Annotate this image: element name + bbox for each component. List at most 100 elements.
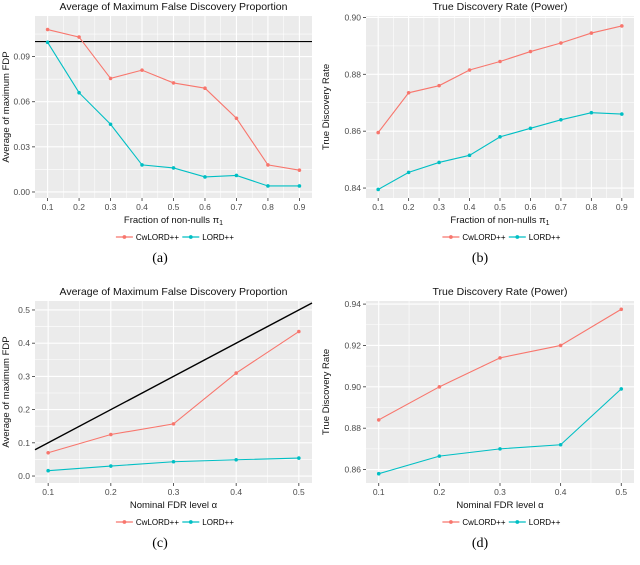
- data-point: [77, 35, 81, 39]
- y-tick-label: 0.90: [344, 382, 361, 392]
- data-point: [376, 418, 381, 422]
- x-tick-label: 0.3: [494, 487, 506, 497]
- legend-label: LORD++: [529, 233, 561, 242]
- data-point: [297, 456, 301, 460]
- chart-b-caption: (b): [471, 251, 489, 266]
- x-tick-label: 0.1: [372, 202, 384, 212]
- x-tick-label: 0.5: [293, 487, 305, 497]
- data-point: [234, 457, 238, 462]
- data-point: [406, 170, 411, 175]
- y-axis-title: Average of maximum FDP: [1, 51, 12, 162]
- y-tick-label: 0.06: [13, 97, 30, 107]
- data-point: [266, 163, 270, 167]
- x-tick-label: 0.4: [464, 202, 476, 212]
- reference-abline: [34, 302, 313, 451]
- y-axis-title: Average of maximum FDP: [1, 336, 12, 447]
- legend-label: CwLORD++: [462, 233, 505, 242]
- data-point: [297, 168, 302, 172]
- figure-panel-a: 0.1 0.2 0.3 0.4 0.5 0.6 0.7 0.8 0.9 0.00 0.03 0.06 0…: [0, 0, 320, 285]
- data-point: [234, 116, 239, 121]
- data-point: [234, 173, 239, 178]
- x-tick-label: 0.2: [403, 202, 415, 212]
- x-tick-label: 0.4: [230, 487, 242, 497]
- x-tick-label: 0.1: [42, 487, 54, 497]
- data-point: [498, 356, 502, 360]
- data-point: [171, 81, 176, 85]
- data-point: [203, 175, 207, 179]
- data-point: [297, 329, 301, 334]
- data-point: [467, 68, 472, 72]
- legend-key-CwLORD++: [449, 520, 453, 524]
- x-tick-label: 0.2: [105, 487, 117, 497]
- chart-b-plot: 0.1 0.2 0.3 0.4 0.5 0.6 0.7 0.8 0.9 0.84 0.86 0.88 0…: [320, 0, 640, 245]
- figure-panel-c: 0.1 0.2 0.3 0.4 0.5 0.0 0.1 0.2 0.3 0.4 0.5 Average…: [0, 285, 320, 565]
- data-point: [376, 130, 380, 135]
- chart-c-caption: (c): [152, 536, 168, 551]
- x-tick-label: 0.3: [433, 202, 445, 212]
- data-point: [46, 450, 50, 455]
- legend-label: LORD++: [529, 518, 561, 527]
- data-point: [558, 442, 563, 447]
- data-point: [559, 41, 563, 45]
- x-tick-label: 0.6: [199, 202, 211, 212]
- x-axis-title: Nominal FDR level α: [456, 500, 544, 511]
- y-tick-label: 0.09: [13, 52, 30, 62]
- data-point: [376, 471, 381, 476]
- data-point: [437, 160, 441, 165]
- chart-c-plot: 0.1 0.2 0.3 0.4 0.5 0.0 0.1 0.2 0.3 0.4 0.5 Average…: [0, 285, 320, 530]
- x-tick-label: 0.7: [231, 202, 243, 212]
- y-axis-title: True Discovery Rate: [321, 349, 332, 435]
- x-tick-label: 0.5: [494, 202, 506, 212]
- legend-key-CwLORD++: [449, 235, 453, 239]
- data-point: [620, 24, 624, 28]
- data-point: [108, 76, 113, 81]
- y-tick-label: 0.0: [18, 471, 30, 481]
- legend: CwLORD++ LORD++: [442, 518, 561, 527]
- y-tick-label: 0.86: [344, 465, 361, 475]
- data-point: [108, 122, 113, 127]
- data-point: [109, 464, 113, 468]
- legend-key-LORD++: [515, 235, 520, 239]
- data-point: [45, 27, 50, 32]
- y-tick-label: 0.90: [344, 12, 361, 22]
- chart-d-caption: (d): [471, 536, 489, 551]
- legend-label: CwLORD++: [136, 233, 179, 242]
- y-tick-label: 0.86: [344, 126, 361, 136]
- data-point: [140, 68, 144, 72]
- x-axis-title: Nominal FDR level α: [130, 500, 218, 511]
- x-tick-label: 0.4: [555, 487, 567, 497]
- y-tick-label: 0.1: [18, 438, 30, 448]
- y-tick-label: 0.94: [344, 299, 361, 309]
- data-point: [589, 110, 594, 115]
- x-axis-title: Fraction of non-nulls π1: [450, 215, 549, 227]
- y-tick-label: 0.00: [13, 187, 30, 197]
- legend: CwLORD++ LORD++: [115, 233, 234, 242]
- data-point: [140, 163, 144, 167]
- x-tick-label: 0.8: [262, 202, 274, 212]
- x-axis-title: Fraction of non-nulls π1: [124, 215, 223, 227]
- legend-label: LORD++: [202, 518, 234, 527]
- x-tick-label: 0.8: [585, 202, 597, 212]
- x-tick-label: 0.7: [555, 202, 567, 212]
- data-point: [467, 153, 472, 158]
- x-tick-label: 0.3: [105, 202, 117, 212]
- y-axis-title: True Discovery Rate: [321, 64, 332, 150]
- y-tick-label: 0.2: [18, 405, 30, 415]
- chart-title: Average of Maximum False Discovery Propo…: [60, 1, 288, 13]
- data-point: [109, 432, 113, 437]
- y-tick-label: 0.3: [18, 371, 30, 381]
- data-point: [266, 184, 270, 188]
- legend-key-CwLORD++: [122, 520, 127, 524]
- data-point: [437, 385, 442, 389]
- x-tick-label: 0.9: [616, 202, 628, 212]
- x-tick-label: 0.5: [615, 487, 627, 497]
- x-tick-label: 0.9: [293, 202, 305, 212]
- chart-title: Average of Maximum False Discovery Propo…: [60, 286, 288, 298]
- chart-a-plot: 0.1 0.2 0.3 0.4 0.5 0.6 0.7 0.8 0.9 0.00 0.03 0.06 0…: [0, 0, 320, 245]
- x-tick-label: 0.1: [373, 487, 385, 497]
- figure-panel-d: 0.1 0.2 0.3 0.4 0.5 0.86 0.88 0.90 0.92 0.94 True …: [320, 285, 640, 565]
- y-tick-label: 0.92: [344, 340, 361, 350]
- data-point: [559, 117, 563, 122]
- x-tick-label: 0.5: [168, 202, 180, 212]
